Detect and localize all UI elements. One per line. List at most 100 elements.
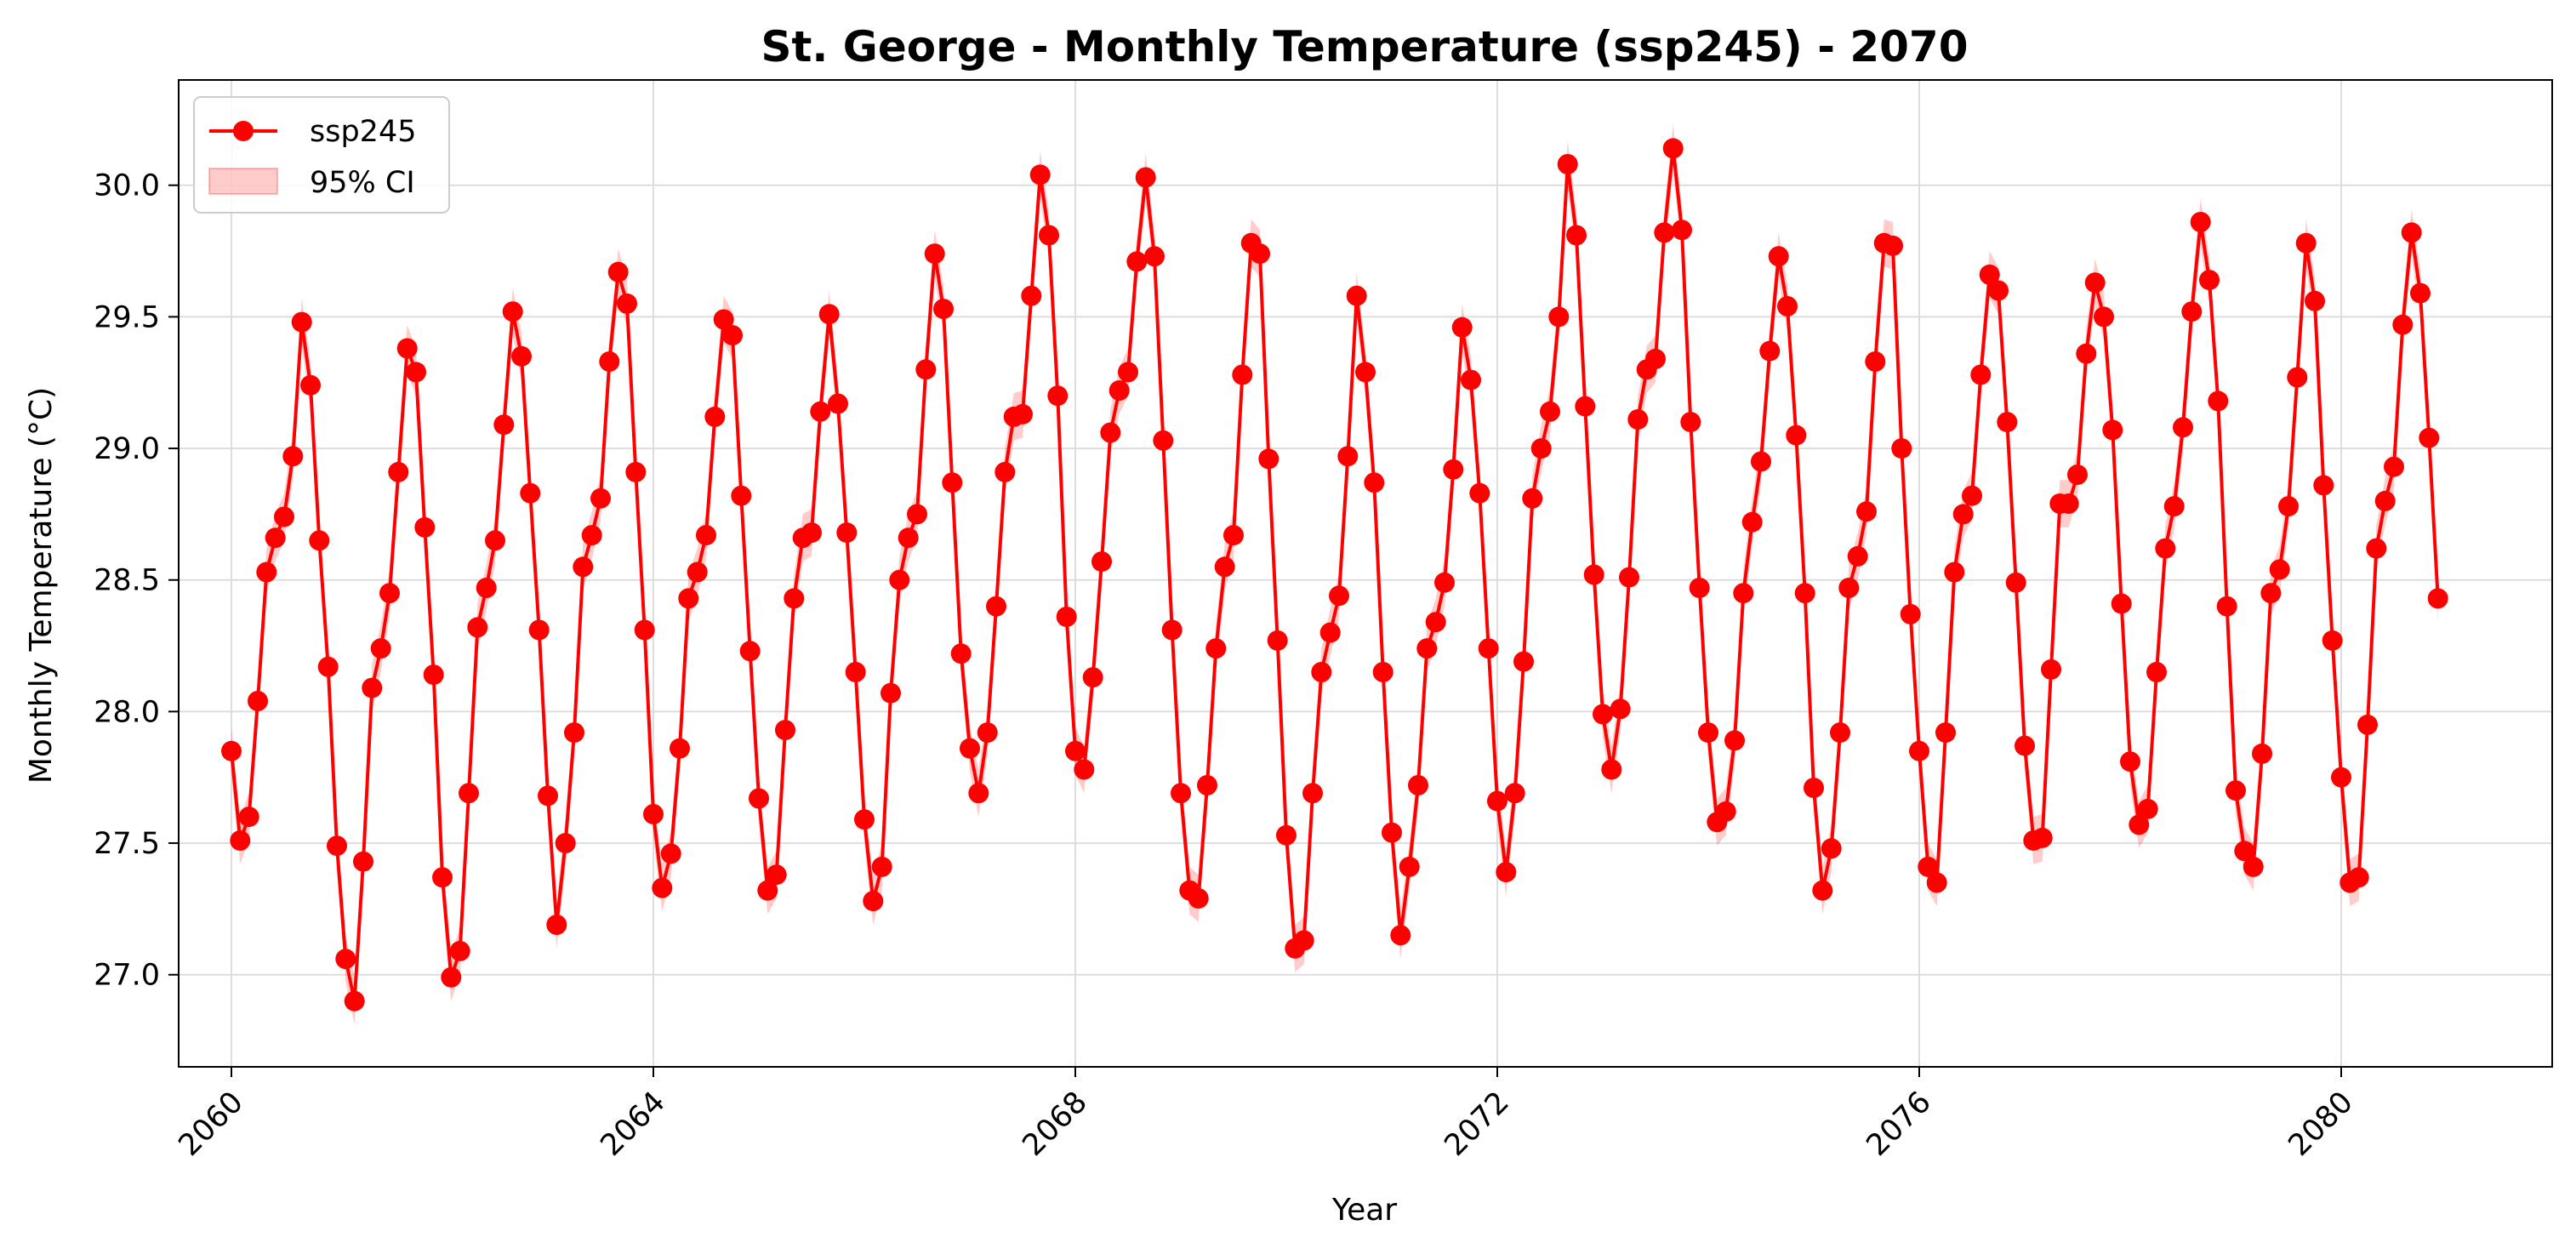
data-point	[1926, 872, 1947, 893]
data-point	[1029, 164, 1051, 185]
data-point	[2102, 419, 2123, 441]
data-point	[590, 487, 611, 509]
data-point	[854, 809, 875, 830]
data-point	[1416, 638, 1438, 659]
data-point	[291, 311, 312, 333]
data-point	[317, 656, 339, 677]
data-point	[2120, 751, 2140, 772]
data-point	[1741, 511, 1763, 533]
data-point	[1364, 472, 1385, 493]
data-point	[2269, 559, 2290, 580]
data-point	[256, 561, 277, 583]
data-point	[1645, 348, 1666, 369]
data-point	[643, 804, 664, 824]
data-point	[493, 414, 515, 436]
data-point	[898, 527, 919, 549]
data-point	[335, 949, 356, 970]
data-point	[362, 677, 383, 698]
data-point	[1593, 704, 1613, 725]
data-point	[1039, 225, 1059, 246]
data-point	[414, 516, 436, 538]
data-point	[1601, 759, 1622, 780]
legend-label-ssp245: ssp245	[310, 115, 417, 149]
data-point	[678, 588, 699, 609]
data-point	[1118, 362, 1138, 383]
data-point	[994, 461, 1016, 482]
data-point	[230, 830, 251, 851]
data-point	[2173, 417, 2193, 438]
data-point	[2208, 390, 2229, 412]
data-point	[1883, 235, 1903, 256]
legend: ssp245 95% CI	[193, 96, 450, 214]
data-point	[2401, 222, 2422, 243]
plot-frame	[178, 79, 2553, 1068]
data-point	[1021, 285, 1042, 306]
data-point	[432, 867, 453, 888]
data-point	[617, 293, 637, 314]
data-point	[1751, 451, 1771, 472]
data-point	[441, 966, 462, 988]
data-point	[555, 833, 576, 854]
data-point	[739, 641, 761, 662]
data-point	[221, 740, 242, 761]
data-point	[1188, 888, 1209, 909]
data-point	[818, 304, 840, 325]
data-point	[1575, 396, 1596, 417]
data-point	[1135, 167, 1156, 188]
y-axis-ticks: 27.0 27.5 28.0 28.5 29.0 29.5 30.0	[94, 169, 179, 993]
data-point	[1566, 225, 1587, 246]
data-point	[1830, 722, 1850, 744]
data-point	[1540, 401, 1560, 422]
data-point	[625, 461, 647, 482]
data-point	[986, 596, 1006, 617]
data-point	[1408, 775, 1428, 795]
legend-label-ci: 95% CI	[310, 166, 415, 200]
data-point	[274, 506, 294, 527]
data-point	[1434, 572, 1455, 593]
data-point	[1557, 154, 1578, 174]
data-point	[1047, 385, 1069, 407]
data-point	[1997, 412, 2018, 433]
data-point	[1355, 362, 1376, 383]
data-point	[2366, 538, 2387, 559]
y-tick-label: 27.5	[94, 827, 160, 861]
data-point	[520, 482, 541, 504]
data-point	[1935, 722, 1956, 744]
data-point	[881, 682, 901, 704]
data-point	[2287, 367, 2308, 388]
data-point	[810, 401, 831, 422]
data-point	[300, 374, 321, 396]
data-point	[871, 856, 892, 877]
data-point	[1680, 412, 1701, 433]
data-point	[2357, 714, 2378, 735]
data-point	[607, 261, 629, 282]
data-point	[1082, 667, 1103, 688]
data-point	[1583, 564, 1604, 585]
data-point	[248, 691, 268, 711]
data-point	[757, 880, 778, 901]
data-point	[2331, 767, 2351, 788]
data-point	[476, 578, 497, 598]
data-point	[1786, 425, 1807, 446]
data-point	[784, 588, 805, 609]
data-point	[1610, 698, 1631, 720]
data-point	[1672, 219, 1692, 241]
data-point	[2067, 465, 2088, 485]
data-point	[1988, 280, 2009, 301]
data-point	[538, 785, 558, 807]
data-point	[396, 338, 418, 359]
data-point	[2260, 583, 2282, 604]
data-point	[1065, 740, 1086, 761]
data-point	[950, 643, 972, 664]
data-point	[942, 472, 963, 493]
data-point	[2199, 270, 2220, 291]
data-point	[1293, 930, 1314, 951]
data-point	[1804, 778, 1824, 799]
data-point	[1891, 438, 1912, 459]
data-point	[1478, 638, 1499, 659]
data-point	[1153, 430, 1174, 451]
data-point	[2322, 630, 2343, 651]
data-point	[1504, 783, 1525, 804]
data-point	[1346, 285, 1367, 306]
data-point	[1619, 567, 1639, 588]
